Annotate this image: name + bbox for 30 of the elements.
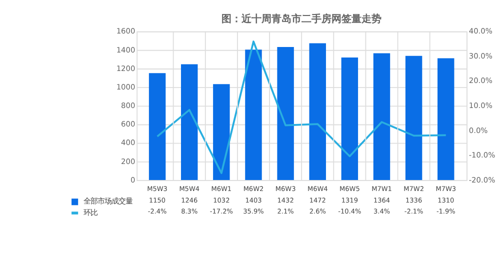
y2-tick-label: 30.0% (468, 51, 492, 60)
bar (373, 53, 390, 180)
bar (405, 56, 422, 180)
y-tick-label: 800 (121, 101, 136, 110)
y2-tick-label: 40.0% (468, 26, 492, 36)
bar (277, 46, 294, 180)
y-tick-label: 1000 (116, 82, 136, 92)
y-tick-label: 0 (130, 175, 136, 184)
chart-title: 图：近十周青岛市二手房网签量走势 (222, 13, 382, 26)
y2-tick-label: -10.0% (468, 150, 496, 160)
y-tick-label: 1400 (116, 45, 136, 54)
y-tick-label: 1200 (116, 64, 136, 73)
legend-label: 环比 (84, 208, 98, 217)
y-tick-label: 200 (121, 156, 136, 166)
y2-tick-label: 20.0% (468, 76, 492, 86)
bar (180, 64, 198, 180)
y2-tick-label: 0.0% (468, 126, 488, 135)
bar (309, 43, 326, 180)
y-tick-label: 1600 (116, 26, 136, 36)
legend-label: 全部市场成交量 (84, 196, 133, 206)
bar (438, 58, 454, 180)
bar (341, 57, 358, 180)
bar (245, 50, 262, 180)
y2-tick-label: 10.0% (468, 101, 492, 110)
y-tick-label: 400 (121, 138, 136, 148)
y2-tick-label: -20.0% (468, 175, 496, 184)
y-tick-label: 600 (121, 120, 136, 129)
line-series (156, 40, 447, 174)
bar (213, 84, 230, 180)
bar (148, 73, 166, 180)
